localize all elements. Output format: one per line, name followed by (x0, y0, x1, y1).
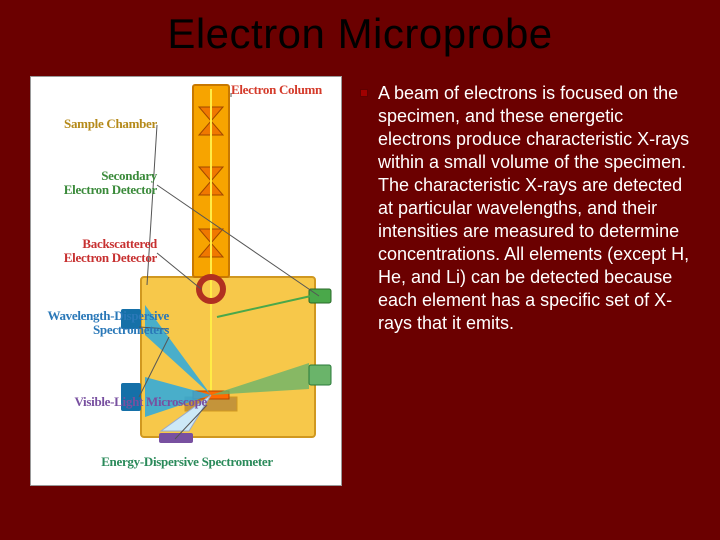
diagram-label-sample_chamber: Sample Chamber (37, 117, 157, 131)
content-row: Electron Column Sample Chamber SecondaryEl… (30, 76, 690, 486)
diagram-label-wds: Wavelength-DispersiveSpectrometers (37, 309, 169, 336)
slide-title: Electron Microprobe (30, 10, 690, 58)
bullet-block: A beam of electrons is focused on the sp… (360, 76, 690, 335)
diagram-label-eds: Energy-Dispersive Spectrometer (37, 455, 337, 469)
slide: Electron Microprobe Electron Column Sampl… (0, 0, 720, 540)
diagram-svg (31, 77, 341, 487)
diagram-label-vlm: Visible-Light Microscope (37, 395, 207, 409)
bullet-icon (360, 89, 368, 97)
microprobe-diagram: Electron Column Sample Chamber SecondaryEl… (30, 76, 342, 486)
body-text: A beam of electrons is focused on the sp… (378, 82, 690, 335)
diagram-label-secondary_det: SecondaryElectron Detector (37, 169, 157, 196)
diagram-label-electron_column: Electron Column (231, 83, 341, 97)
diagram-label-backscatter: BackscatteredElectron Detector (37, 237, 157, 264)
